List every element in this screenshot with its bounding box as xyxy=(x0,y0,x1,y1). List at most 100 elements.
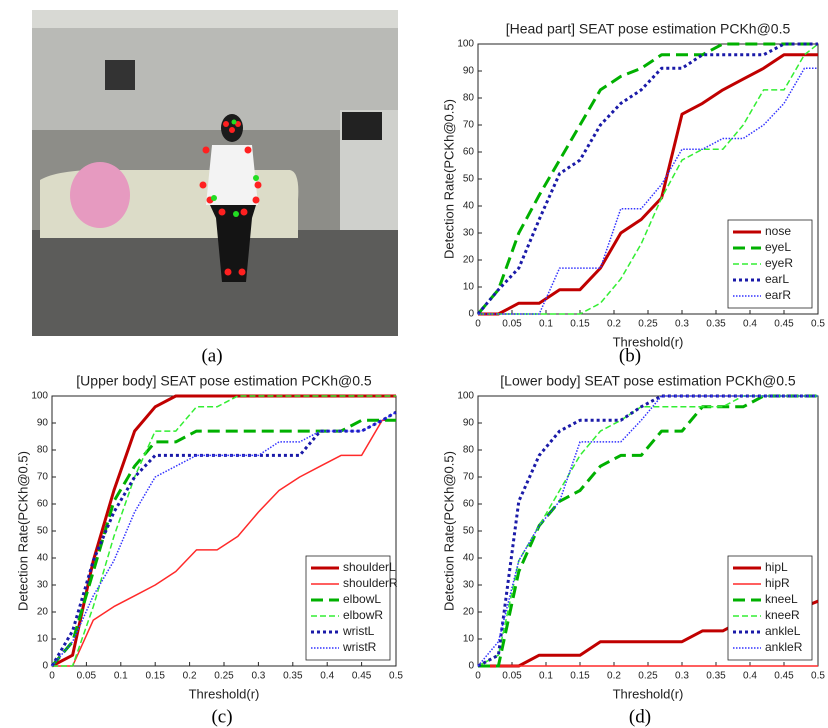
x-tick-label: 0.2 xyxy=(607,319,621,330)
y-tick-label: 50 xyxy=(37,526,49,537)
x-tick-label: 0.35 xyxy=(706,671,726,682)
y-tick-label: 10 xyxy=(463,282,475,293)
y-tick-label: 80 xyxy=(463,445,475,456)
legend-label: shoulderL xyxy=(343,560,396,574)
y-tick-label: 20 xyxy=(37,607,49,618)
x-tick-label: 0.05 xyxy=(502,671,522,682)
series-line xyxy=(50,418,396,667)
legend-box xyxy=(305,555,391,661)
series-line xyxy=(477,395,818,667)
y-tick-label: 30 xyxy=(463,580,475,591)
y-tick-label: 70 xyxy=(463,120,475,131)
y-tick-label: 50 xyxy=(463,174,475,185)
x-tick-label: 0.35 xyxy=(706,319,726,330)
chart-title: [Upper body] SEAT pose estimation PCKh@0… xyxy=(76,373,372,389)
legs xyxy=(210,205,256,282)
y-tick-label: 40 xyxy=(37,553,49,564)
legend-label: ankleR xyxy=(765,640,803,654)
x-tick-label: 0 xyxy=(475,671,481,682)
floor xyxy=(32,230,398,336)
x-tick-label: 0.2 xyxy=(607,671,621,682)
legend-label: elbowL xyxy=(343,592,381,606)
y-tick-label: 40 xyxy=(463,201,475,212)
y-tick-label: 50 xyxy=(463,526,475,537)
series-line xyxy=(478,53,818,316)
series-line xyxy=(477,395,818,667)
chart-title: [Lower body] SEAT pose estimation PCKh@0… xyxy=(500,373,796,389)
y-tick-label: 100 xyxy=(457,39,474,50)
y-tick-label: 90 xyxy=(37,418,49,429)
x-tick-label: 0.5 xyxy=(811,671,825,682)
caption: (b) xyxy=(619,345,641,366)
monitor xyxy=(342,112,382,140)
y-tick-label: 30 xyxy=(463,228,475,239)
keypoints xyxy=(199,121,262,276)
y-tick-label: 20 xyxy=(463,255,475,266)
x-tick-label: 0.05 xyxy=(77,671,97,682)
legend-label: kneeR xyxy=(765,608,800,622)
legend-label: eyeL xyxy=(765,240,791,254)
y-tick-label: 0 xyxy=(468,309,474,320)
x-tick-label: 0.45 xyxy=(352,671,372,682)
y-tick-label: 80 xyxy=(37,445,49,456)
shirt xyxy=(206,145,258,205)
x-tick-label: 0.3 xyxy=(251,671,265,682)
x-tick-label: 0.15 xyxy=(570,671,590,682)
y-tick-label: 10 xyxy=(37,634,49,645)
x-tick-label: 0 xyxy=(475,319,481,330)
x-tick-label: 0.4 xyxy=(320,671,334,682)
x-tick-label: 0.25 xyxy=(638,671,658,682)
pink-cushion xyxy=(70,162,130,228)
photo xyxy=(32,10,398,336)
y-tick-label: 60 xyxy=(37,499,49,510)
x-tick-label: 0.45 xyxy=(774,319,794,330)
series-line xyxy=(50,410,397,667)
legend-label: earL xyxy=(765,272,789,286)
x-tick-label: 0.15 xyxy=(570,319,590,330)
legend-label: hipR xyxy=(765,576,790,590)
series-line xyxy=(52,395,396,667)
x-tick-label: 0.1 xyxy=(114,671,128,682)
series-line xyxy=(51,411,397,667)
y-tick-label: 0 xyxy=(42,661,48,672)
series-line xyxy=(52,419,396,667)
wall xyxy=(32,10,398,130)
caption: (a) xyxy=(201,345,222,366)
caption: (c) xyxy=(211,706,232,727)
x-tick-label: 0.5 xyxy=(389,671,403,682)
x-tick-label: 0 xyxy=(49,671,55,682)
x-axis-label: Threshold(r) xyxy=(613,686,684,701)
chart: [Upper body] SEAT pose estimation PCKh@0… xyxy=(15,373,403,702)
legend-label: wristR xyxy=(342,640,377,654)
series-line xyxy=(476,42,818,315)
x-tick-label: 0.25 xyxy=(638,319,658,330)
x-tick-label: 0.35 xyxy=(283,671,303,682)
series-line xyxy=(477,394,818,668)
x-tick-label: 0.2 xyxy=(183,671,197,682)
x-tick-label: 0.45 xyxy=(774,671,794,682)
legend-box xyxy=(727,555,813,661)
x-tick-label: 0.25 xyxy=(214,671,234,682)
x-tick-label: 0.3 xyxy=(675,319,689,330)
y-axis-label: Detection Rate(PCKh@0.5) xyxy=(441,99,456,259)
y-tick-label: 20 xyxy=(463,607,475,618)
legend-label: wristL xyxy=(342,624,375,638)
y-tick-label: 40 xyxy=(463,553,475,564)
y-axis-label: Detection Rate(PCKh@0.5) xyxy=(15,451,30,611)
y-axis-label: Detection Rate(PCKh@0.5) xyxy=(441,451,456,611)
x-tick-label: 0.4 xyxy=(743,671,757,682)
y-tick-label: 10 xyxy=(463,634,475,645)
legend-label: ankleL xyxy=(765,624,801,638)
y-tick-label: 0 xyxy=(468,661,474,672)
legend-label: kneeL xyxy=(765,592,798,606)
x-tick-label: 0.5 xyxy=(811,319,825,330)
chart: [Lower body] SEAT pose estimation PCKh@0… xyxy=(441,373,825,702)
y-tick-label: 100 xyxy=(31,391,48,402)
caption: (d) xyxy=(629,706,651,727)
x-tick-label: 0.1 xyxy=(539,319,553,330)
legend-label: shoulderR xyxy=(343,576,398,590)
x-tick-label: 0.3 xyxy=(675,671,689,682)
legend-label: elbowR xyxy=(343,608,383,622)
legend-label: nose xyxy=(765,224,791,238)
